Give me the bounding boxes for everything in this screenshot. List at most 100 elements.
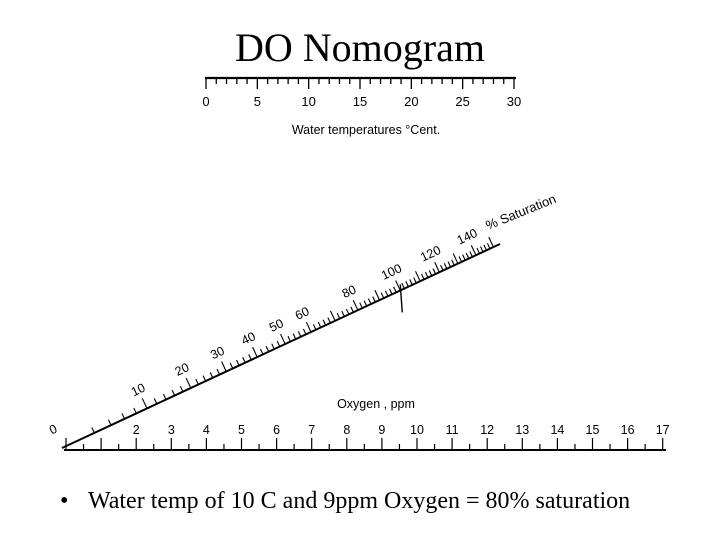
oxygen-tick-label: 7	[308, 423, 315, 437]
saturation-tick	[451, 259, 455, 266]
oxygen-tick-label: 3	[168, 423, 175, 437]
temperature-tick-label: 5	[254, 94, 261, 109]
oxygen-tick-label: 8	[343, 423, 350, 437]
saturation-scale: 0 10 20 30 40 50 60 80 100 120 140 % Saturation	[47, 191, 559, 449]
saturation-tick	[367, 298, 372, 305]
oxygen-tick-label: 2	[133, 423, 140, 437]
saturation-tick-label: 40	[239, 329, 258, 348]
temperature-tick-label: 15	[353, 94, 367, 109]
saturation-tick	[465, 252, 470, 259]
saturation-tick	[292, 333, 297, 340]
temperature-tick-label: 0	[202, 94, 209, 109]
saturation-tick	[242, 356, 246, 363]
saturation-tick	[488, 236, 494, 248]
oxygen-tick-label: 16	[621, 423, 635, 437]
saturation-tick	[305, 321, 312, 333]
saturation-tick	[280, 333, 286, 345]
saturation-tick-label: 120	[418, 243, 443, 265]
saturation-tick	[432, 268, 437, 275]
oxygen-tick-label: 14	[550, 423, 564, 437]
saturation-tick-label: 30	[208, 344, 227, 363]
saturation-tick	[483, 244, 487, 251]
saturation-tick	[469, 251, 473, 258]
bullet-dot: •	[60, 488, 69, 514]
saturation-tick	[162, 393, 167, 400]
saturation-tick	[372, 296, 376, 303]
saturation-tick	[341, 310, 345, 317]
saturation-tick	[108, 419, 112, 426]
saturation-tick	[374, 289, 381, 301]
saturation-tick	[202, 375, 207, 382]
saturation-tick	[350, 306, 354, 313]
saturation-tick	[265, 346, 270, 352]
saturation-tick	[322, 319, 327, 326]
saturation-tick-label: 60	[293, 304, 312, 323]
saturation-tick	[252, 346, 258, 358]
saturation-tick	[336, 312, 341, 319]
saturation-tick	[209, 372, 214, 379]
saturation-tick	[185, 377, 192, 389]
saturation-tick	[415, 270, 421, 282]
saturation-tick	[424, 271, 429, 278]
saturation-tick	[470, 245, 477, 256]
saturation-tick	[486, 243, 491, 249]
saturation-tick	[452, 253, 459, 264]
temperature-scale: 0 5 10 15 20 25 30 Water temperatures °Cent.	[202, 76, 521, 137]
saturation-tick-label: 10	[129, 381, 148, 400]
saturation-tick	[121, 413, 126, 420]
saturation-tick	[476, 247, 480, 254]
saturation-tick	[312, 324, 317, 330]
temperature-ticks	[205, 78, 515, 89]
saturation-tick-label: 140	[455, 226, 480, 248]
saturation-tick	[462, 254, 466, 261]
temperature-tick-label: 25	[455, 94, 469, 109]
saturation-tick-label: 50	[267, 316, 286, 335]
saturation-tick	[153, 398, 158, 405]
oxygen-ticks	[65, 438, 664, 450]
saturation-tick	[229, 362, 234, 369]
saturation-tick	[302, 328, 307, 335]
saturation-tick	[401, 282, 405, 289]
saturation-tick	[248, 354, 252, 361]
oxygen-scale-label: Oxygen , ppm	[337, 397, 415, 411]
saturation-tick	[171, 389, 176, 396]
saturation-ticks	[91, 236, 494, 434]
saturation-tick	[409, 279, 413, 286]
bullet-item: • Water temp of 10 C and 9ppm Oxygen = 80…	[60, 486, 700, 516]
saturation-reference-tick	[399, 284, 403, 313]
saturation-tick	[276, 340, 281, 347]
saturation-tick	[345, 308, 350, 315]
oxygen-tick-label: 15	[586, 423, 600, 437]
oxygen-tick-label: 17	[656, 423, 670, 437]
oxygen-tick-labels: 2 3 4 5 6 7 8 9 10 11 12 13 14 15 16 17	[133, 423, 670, 437]
saturation-tick	[141, 398, 148, 409]
saturation-tick-labels: 0 10 20 30 40 50 60 80 100 120 140	[47, 226, 479, 437]
saturation-scale-label: % Saturation	[484, 191, 559, 233]
saturation-tick	[221, 361, 227, 372]
saturation-tick	[395, 280, 401, 291]
saturation-tick	[389, 288, 393, 295]
saturation-tick	[329, 310, 336, 322]
saturation-tick	[443, 263, 448, 269]
saturation-tick	[317, 321, 322, 328]
temperature-tick-label: 30	[507, 94, 521, 109]
saturation-tick	[428, 270, 433, 277]
saturation-tick	[363, 300, 368, 307]
temperature-tick-labels: 0 5 10 15 20 25 30	[202, 94, 521, 109]
oxygen-tick-label: 4	[203, 423, 210, 437]
saturation-tick	[236, 359, 240, 366]
oxygen-tick-label: 12	[480, 423, 494, 437]
oxygen-scale: 2 3 4 5 6 7 8 9 10 11 12 13 14 15 16 17 Oxygen , ppm	[64, 397, 670, 451]
saturation-tick-label: 80	[340, 282, 359, 301]
saturation-tick-label: 100	[379, 261, 404, 283]
saturation-tick-label: 0	[47, 422, 59, 438]
saturation-tick	[352, 299, 359, 311]
saturation-tick	[259, 348, 264, 355]
saturation-tick	[413, 277, 417, 284]
saturation-tick	[91, 427, 95, 434]
saturation-tick	[447, 261, 452, 268]
saturation-tick	[384, 290, 389, 297]
temperature-tick-label: 10	[301, 94, 315, 109]
oxygen-tick-label: 9	[378, 423, 385, 437]
saturation-tick	[327, 317, 331, 324]
